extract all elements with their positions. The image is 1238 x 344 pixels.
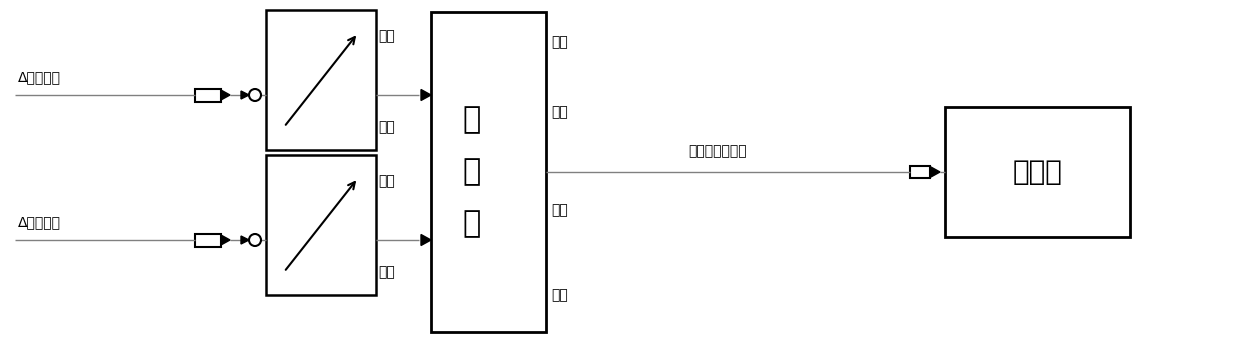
Bar (196, 234, 222, 247)
Polygon shape (241, 91, 249, 99)
Polygon shape (241, 236, 249, 244)
Text: 态: 态 (462, 158, 480, 186)
Polygon shape (222, 90, 230, 100)
Text: 状: 状 (462, 106, 480, 135)
Text: 增减: 增减 (551, 105, 568, 119)
Text: 减增: 减增 (551, 203, 568, 217)
Text: 调节阀驱动电流: 调节阀驱动电流 (688, 144, 748, 158)
Polygon shape (930, 166, 940, 178)
Polygon shape (421, 89, 431, 100)
Text: 增加: 增加 (378, 174, 395, 188)
Polygon shape (421, 235, 431, 246)
Bar (266, 155, 376, 295)
Bar (910, 166, 930, 178)
Text: 减少: 减少 (378, 120, 395, 134)
Text: 减少: 减少 (378, 265, 395, 279)
Bar (431, 12, 546, 332)
Bar (945, 107, 1130, 237)
Text: 机: 机 (462, 209, 480, 238)
Polygon shape (222, 235, 230, 245)
Text: Δ燃气流量: Δ燃气流量 (19, 215, 61, 229)
Bar (266, 10, 376, 150)
Text: 减减: 减减 (551, 288, 568, 302)
Bar (196, 88, 222, 101)
Text: 调节阀: 调节阀 (1013, 158, 1062, 186)
Text: 增加: 增加 (378, 29, 395, 43)
Text: 增增: 增增 (551, 35, 568, 49)
Text: Δ燃气温度: Δ燃气温度 (19, 70, 61, 84)
